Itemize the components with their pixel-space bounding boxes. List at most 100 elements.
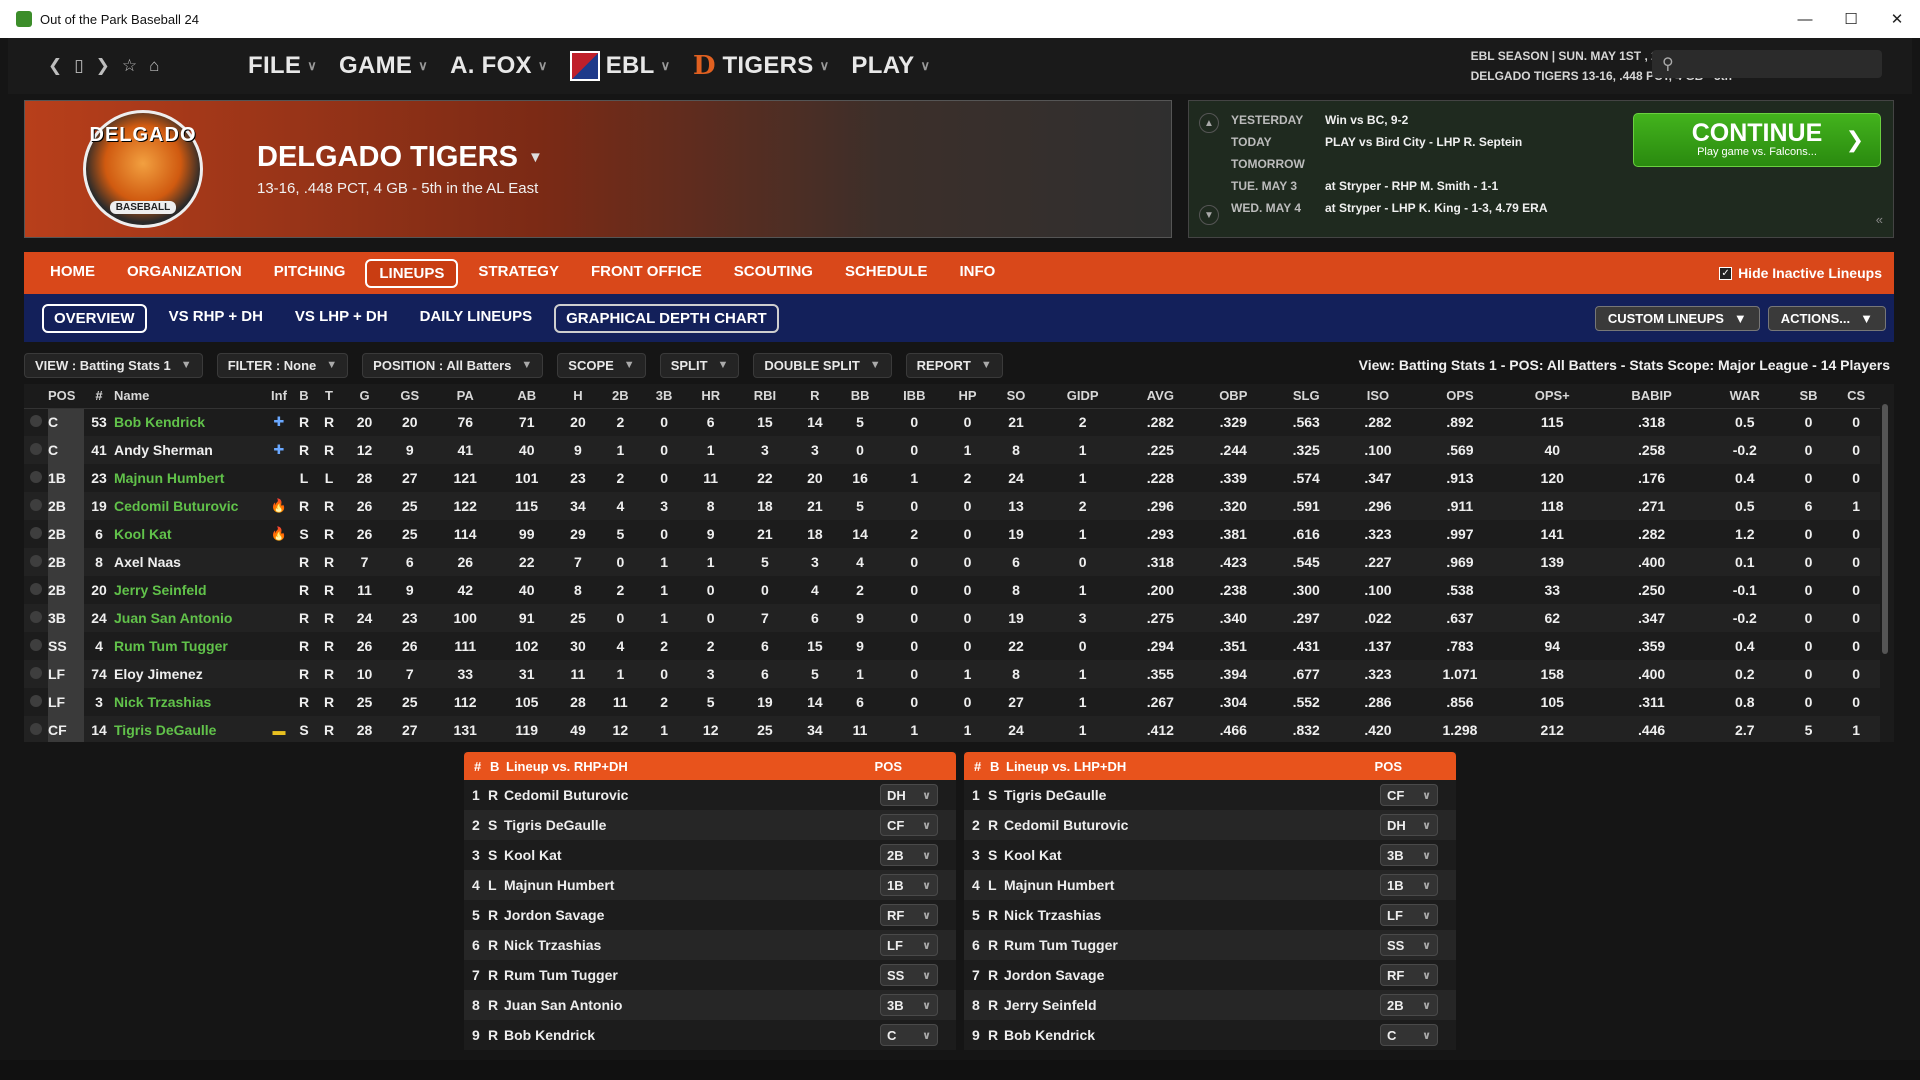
column-header-cs[interactable]: CS bbox=[1832, 384, 1880, 409]
table-row[interactable]: C 41 Andy Sherman ✚ R R 12 9 41 40 9 1 0 1 3 3 0 0 1 8 1.225… bbox=[24, 436, 1880, 464]
column-header--[interactable]: # bbox=[84, 384, 114, 409]
tab-home[interactable]: HOME bbox=[50, 262, 95, 280]
column-header-babip[interactable]: BABIP bbox=[1598, 384, 1705, 409]
row-select-dot-icon[interactable] bbox=[30, 555, 42, 567]
lineup-row[interactable]: 5 R Jordon Savage RF ∨ bbox=[464, 900, 956, 930]
position-select[interactable]: RF ∨ bbox=[1380, 964, 1438, 986]
lineup-row[interactable]: 1 S Tigris DeGaulle CF ∨ bbox=[964, 780, 1456, 810]
subtab-vs-lhp-dh[interactable]: VS LHP + DH bbox=[294, 307, 388, 325]
report-dropdown[interactable]: REPORT ▼ bbox=[905, 352, 1003, 378]
row-select-dot-icon[interactable] bbox=[30, 415, 42, 428]
player-name[interactable]: Majnun Humbert bbox=[114, 464, 264, 492]
page-icon[interactable]: ▯ bbox=[74, 56, 84, 75]
menu-game[interactable]: GAME ∨ bbox=[339, 52, 428, 80]
team-name-dropdown[interactable]: DELGADO TIGERS ▼ bbox=[257, 141, 543, 174]
lineup-row[interactable]: 2 R Cedomil Buturovic DH ∨ bbox=[964, 810, 1456, 840]
table-row[interactable]: 1B 23 Majnun Humbert L L 28 27 121 101 23 2 0 11 22 20… bbox=[24, 464, 1880, 492]
close-button[interactable]: ✕ bbox=[1890, 11, 1904, 28]
row-select-dot-icon[interactable] bbox=[30, 583, 42, 595]
column-header-inf[interactable]: Inf bbox=[264, 384, 294, 409]
column-header-gidp[interactable]: GIDP bbox=[1040, 384, 1125, 409]
column-header-war[interactable]: WAR bbox=[1704, 384, 1785, 409]
vertical-scrollbar[interactable] bbox=[1882, 388, 1890, 738]
column-header-t[interactable]: T bbox=[314, 384, 344, 409]
position-dropdown[interactable]: POSITION : All Batters ▼ bbox=[362, 352, 544, 378]
row-select[interactable] bbox=[24, 576, 48, 604]
position-select[interactable]: 3B ∨ bbox=[880, 994, 938, 1016]
table-row[interactable]: CF 14 Tigris DeGaulle ▬ S R 28 27 131 119 49 12 1 12 2… bbox=[24, 716, 1880, 742]
column-header-3b[interactable]: 3B bbox=[642, 384, 686, 409]
row-select-dot-icon[interactable] bbox=[30, 471, 42, 483]
row-select[interactable] bbox=[24, 492, 48, 520]
back-arrow-icon[interactable]: ❮ bbox=[48, 56, 63, 75]
row-select[interactable] bbox=[24, 632, 48, 660]
hide-inactive-toggle[interactable]: ✓ Hide Inactive Lineups bbox=[1719, 265, 1882, 281]
menu-a-fox[interactable]: A. FOX ∨ bbox=[450, 52, 548, 80]
row-select-dot-icon[interactable] bbox=[30, 527, 42, 539]
home-icon[interactable]: ⌂ bbox=[149, 56, 160, 75]
column-header-rbi[interactable]: RBI bbox=[735, 384, 795, 409]
menu-tigers[interactable]: D TIGERS ∨ bbox=[692, 51, 829, 81]
lineup-row[interactable]: 4 L Majnun Humbert 1B ∨ bbox=[964, 870, 1456, 900]
column-header-ab[interactable]: AB bbox=[495, 384, 558, 409]
row-select[interactable] bbox=[24, 660, 48, 688]
position-select[interactable]: DH ∨ bbox=[880, 784, 938, 806]
column-header-ops[interactable]: OPS bbox=[1413, 384, 1507, 409]
subtab-daily-lineups[interactable]: DAILY LINEUPS bbox=[419, 307, 533, 325]
continue-button[interactable]: CONTINUE Play game vs. Falcons... ❯ bbox=[1633, 113, 1881, 167]
position-select[interactable]: 1B ∨ bbox=[1380, 874, 1438, 896]
lineup-row[interactable]: 5 R Nick Trzashias LF ∨ bbox=[964, 900, 1456, 930]
column-header-sb[interactable]: SB bbox=[1784, 384, 1833, 409]
row-select[interactable] bbox=[24, 436, 48, 464]
column-header-iso[interactable]: ISO bbox=[1342, 384, 1414, 409]
tab-pitching[interactable]: PITCHING bbox=[273, 262, 346, 280]
table-row[interactable]: SS 4 Rum Tum Tugger R R 26 26 111 102 30 4 2 2 6 15 9 0 0… bbox=[24, 632, 1880, 660]
position-select[interactable]: C ∨ bbox=[1380, 1024, 1438, 1046]
lineup-row[interactable]: 7 R Rum Tum Tugger SS ∨ bbox=[464, 960, 956, 990]
player-name[interactable]: Juan San Antonio bbox=[114, 604, 264, 632]
row-select-dot-icon[interactable] bbox=[30, 611, 42, 623]
row-select-dot-icon[interactable] bbox=[30, 499, 42, 511]
position-select[interactable]: CF ∨ bbox=[880, 814, 938, 836]
column-header-hp[interactable]: HP bbox=[943, 384, 992, 409]
column-header-pos[interactable]: POS bbox=[48, 384, 84, 409]
lineup-row[interactable]: 3 S Kool Kat 2B ∨ bbox=[464, 840, 956, 870]
row-select[interactable] bbox=[24, 520, 48, 548]
row-select-dot-icon[interactable] bbox=[30, 667, 42, 679]
position-select[interactable]: LF ∨ bbox=[880, 934, 938, 956]
player-name[interactable]: Kool Kat bbox=[114, 520, 264, 548]
double-split-dropdown[interactable]: DOUBLE SPLIT ▼ bbox=[753, 352, 892, 378]
column-header-ibb[interactable]: IBB bbox=[884, 384, 944, 409]
filter-dropdown[interactable]: FILTER : None ▼ bbox=[216, 352, 349, 378]
table-row[interactable]: 3B 24 Juan San Antonio R R 24 23 100 91 25 0 1 0 7 6 9 0… bbox=[24, 604, 1880, 632]
minimize-button[interactable]: — bbox=[1797, 10, 1813, 28]
column-header-obp[interactable]: OBP bbox=[1196, 384, 1271, 409]
scope-dropdown[interactable]: SCOPE ▼ bbox=[557, 352, 646, 378]
row-select[interactable] bbox=[24, 716, 48, 742]
custom-lineups-dropdown[interactable]: CUSTOM LINEUPS ▼ bbox=[1594, 305, 1760, 331]
row-select-dot-icon[interactable] bbox=[30, 443, 42, 455]
player-name[interactable]: Eloy Jimenez bbox=[114, 660, 264, 688]
view-dropdown[interactable]: VIEW : Batting Stats 1 ▼ bbox=[24, 352, 203, 378]
column-header-avg[interactable]: AVG bbox=[1124, 384, 1197, 409]
lineup-row[interactable]: 1 R Cedomil Buturovic DH ∨ bbox=[464, 780, 956, 810]
player-name[interactable]: Jerry Seinfeld bbox=[114, 576, 264, 604]
position-select[interactable]: DH ∨ bbox=[1380, 814, 1438, 836]
row-select[interactable] bbox=[24, 408, 48, 436]
subtab-vs-rhp-dh[interactable]: VS RHP + DH bbox=[168, 307, 263, 325]
player-name[interactable]: Nick Trzashias bbox=[114, 688, 264, 716]
column-header-gs[interactable]: GS bbox=[385, 384, 435, 409]
column-header-so[interactable]: SO bbox=[991, 384, 1041, 409]
position-select[interactable]: SS ∨ bbox=[880, 964, 938, 986]
tab-lineups[interactable]: LINEUPS bbox=[365, 258, 459, 288]
forward-arrow-icon[interactable]: ❯ bbox=[95, 56, 110, 75]
table-row[interactable]: 2B 19 Cedomil Buturovic 🔥 R R 26 25 122 115 34 4 3 8 1… bbox=[24, 492, 1880, 520]
table-row[interactable]: 2B 6 Kool Kat 🔥 S R 26 25 114 99 29 5 0 9 21 18 14 2 0 19 1.… bbox=[24, 520, 1880, 548]
menu-file[interactable]: FILE ∨ bbox=[248, 52, 317, 80]
column-header-pa[interactable]: PA bbox=[434, 384, 496, 409]
row-select[interactable] bbox=[24, 464, 48, 492]
subtab-overview[interactable]: OVERVIEW bbox=[42, 303, 147, 333]
lineup-row[interactable]: 8 R Juan San Antonio 3B ∨ bbox=[464, 990, 956, 1020]
split-dropdown[interactable]: SPLIT ▼ bbox=[659, 352, 740, 378]
table-row[interactable]: 2B 20 Jerry Seinfeld R R 11 9 42 40 8 2 1 0 0 4 2 0 0 8 1.2… bbox=[24, 576, 1880, 604]
